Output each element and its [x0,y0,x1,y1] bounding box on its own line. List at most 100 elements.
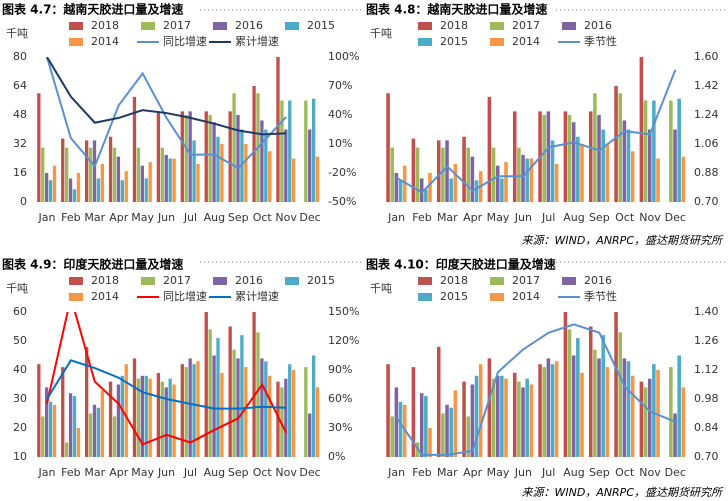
line-series [396,69,677,194]
bar [580,372,584,457]
x-tick-label: Apr [463,211,483,224]
source-note: 来源：WIND，ANRPC，盛达期货研究所 [521,486,724,499]
x-tick-label: Aug [563,211,584,224]
bar [542,367,546,457]
bar [605,144,610,202]
bar [304,367,308,457]
bar [542,115,546,202]
x-tick-label: Jul [541,466,555,479]
bar [184,367,188,457]
x-tick-label: Feb [61,466,80,479]
y-tick-label: 48 [13,108,27,121]
legend-label: 2016 [584,19,612,32]
line-series [46,359,287,410]
bar [284,129,288,202]
legend-label: 2017 [512,19,540,32]
bar [462,136,466,202]
x-tick-label: Jul [183,211,197,224]
bar [563,111,568,202]
y2-tick-label: -20% [328,166,356,179]
bar [208,329,212,457]
y2-tick-label: 60% [328,392,352,405]
legend-swatch [285,22,299,30]
bar [669,100,673,202]
y-tick-label: 0 [20,195,27,208]
bar [52,165,57,202]
bar [244,144,248,202]
line-series [395,323,676,456]
legend-label: 2017 [163,19,191,32]
bar [394,173,399,202]
bar [288,100,292,202]
x-tick-label: Aug [204,466,225,479]
bar [411,138,416,202]
x-tick-label: Aug [563,466,584,479]
x-tick-label: Jan [37,466,55,479]
bar [61,367,65,457]
bar [315,156,320,202]
bar [656,370,660,457]
bar [673,413,677,457]
bar [216,338,220,457]
legend-swatch [490,38,504,46]
line-series [46,57,287,136]
bar [92,140,97,202]
bar [44,173,49,202]
bar [64,442,69,457]
bar [112,147,117,202]
bar [37,364,41,457]
legend-swatch [418,293,432,301]
bar [76,173,81,202]
bar [419,393,424,457]
bar [192,364,196,457]
bar [96,178,101,202]
bar [504,378,508,457]
bar [124,171,128,202]
bar [196,361,200,457]
legend-label: 2015 [440,290,468,303]
bar [597,358,601,457]
x-tick-label: Jun [514,211,532,224]
legend-swatch [562,22,576,30]
bar [168,158,172,202]
bar [622,358,627,457]
bar [132,358,137,457]
bar [61,138,65,202]
bar [639,57,644,202]
bar [550,140,555,202]
legend-swatch [285,277,299,285]
bar [148,162,152,202]
y2-tick-label: -50% [328,195,356,208]
bar [436,140,441,202]
bar [84,140,89,202]
legend-swatch [490,277,504,285]
x-tick-label: Aug [204,211,225,224]
x-tick-label: Mar [437,211,458,224]
bar [681,387,686,457]
y2-tick-label: 0.88 [694,166,719,179]
bar [673,129,677,202]
legend-swatch [418,277,432,285]
bar [37,93,41,202]
bar [304,100,308,202]
y-axis-label: 千吨 [6,27,28,40]
y2-tick-label: 0.70 [694,195,719,208]
y2-tick-label: 0.70 [694,450,719,463]
bar [546,111,551,202]
y2-tick-label: 1.12 [694,363,719,376]
bar [394,387,399,457]
bar [588,111,593,202]
bar [252,86,256,202]
bar [495,375,500,457]
bar [256,332,260,457]
y2-tick-label: 120% [328,334,359,347]
bar [390,416,394,457]
x-tick-label: Jun [157,211,175,224]
bar [188,358,192,457]
x-tick-label: Mar [437,466,458,479]
legend-label: 2014 [91,290,119,303]
bar [677,98,681,202]
x-tick-label: Sep [228,211,249,224]
bar [168,378,172,457]
bar [120,375,124,457]
